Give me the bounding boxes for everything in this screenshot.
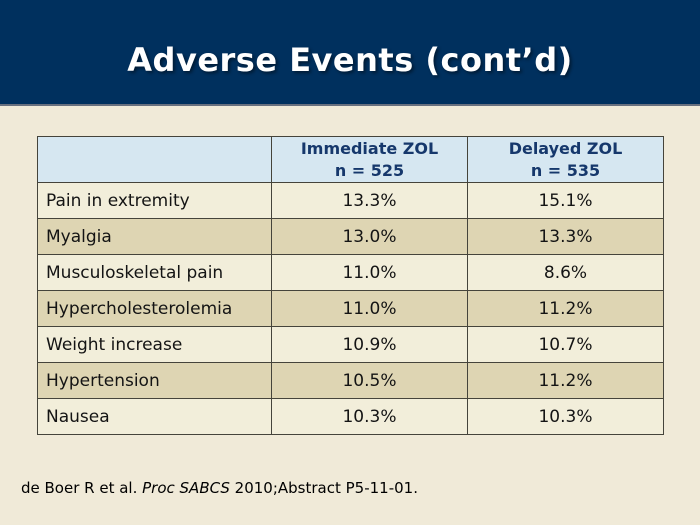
immediate-zol-value: 13.0% [271,218,468,255]
immediate-zol-value: 11.0% [271,290,468,327]
delayed-zol-value: 11.2% [467,290,664,327]
table-row: Hypertension 10.5% 11.2% [37,362,664,399]
header-immediate-zol: Immediate ZOL n = 525 [271,136,468,183]
header-immediate-zol-n: n = 525 [334,160,405,180]
citation-journal: Proc SABCS [142,479,230,497]
adverse-events-table: Immediate ZOL n = 525 Delayed ZOL n = 53… [37,136,664,435]
table-row: Myalgia 13.0% 13.3% [37,218,664,255]
event-label: Hypertension [37,362,272,399]
delayed-zol-value: 13.3% [467,218,664,255]
event-label: Hypercholesterolemia [37,290,272,327]
slide-title: Adverse Events (cont’d) [127,41,573,79]
immediate-zol-value: 13.3% [271,182,468,219]
table-row: Nausea 10.3% 10.3% [37,398,664,435]
immediate-zol-value: 10.5% [271,362,468,399]
event-label: Myalgia [37,218,272,255]
header-immediate-zol-name: Immediate ZOL [300,138,439,158]
citation-reference: 2010;Abstract P5-11-01. [229,479,418,497]
event-label: Pain in extremity [37,182,272,219]
delayed-zol-value: 15.1% [467,182,664,219]
header-delayed-zol-n: n = 535 [530,160,601,180]
header-delayed-zol: Delayed ZOL n = 535 [467,136,664,183]
event-label: Nausea [37,398,272,435]
delayed-zol-value: 8.6% [467,254,664,291]
citation-authors: de Boer R et al. [21,479,143,497]
table-header-row: Immediate ZOL n = 525 Delayed ZOL n = 53… [37,136,664,183]
table-row: Weight increase 10.9% 10.7% [37,326,664,363]
title-band: Adverse Events (cont’d) [0,0,700,106]
table-row: Pain in extremity 13.3% 15.1% [37,182,664,219]
header-delayed-zol-name: Delayed ZOL [508,138,623,158]
immediate-zol-value: 11.0% [271,254,468,291]
immediate-zol-value: 10.3% [271,398,468,435]
table-row: Musculoskeletal pain 11.0% 8.6% [37,254,664,291]
delayed-zol-value: 11.2% [467,362,664,399]
delayed-zol-value: 10.3% [467,398,664,435]
immediate-zol-value: 10.9% [271,326,468,363]
table-row: Hypercholesterolemia 11.0% 11.2% [37,290,664,327]
event-label: Musculoskeletal pain [37,254,272,291]
delayed-zol-value: 10.7% [467,326,664,363]
citation: de Boer R et al. Proc SABCS 2010;Abstrac… [21,479,418,497]
event-label: Weight increase [37,326,272,363]
header-event-column [37,136,272,183]
